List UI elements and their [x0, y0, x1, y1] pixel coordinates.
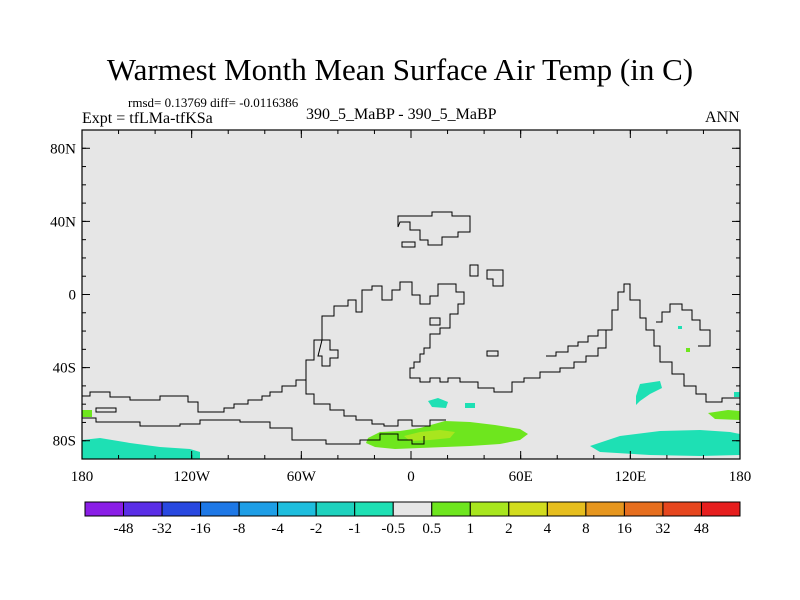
coastline-gondwana — [82, 281, 740, 413]
lat-axis: 80N 40N 0 40S 80S — [50, 129, 740, 460]
colorbar-label: 48 — [694, 521, 709, 537]
lat-tick-label: 0 — [69, 288, 77, 304]
colorbar-label: 4 — [544, 521, 552, 537]
teal-patch-south-pacific — [636, 381, 662, 405]
colorbar: -48 -32 -16 -8 -4 -2 -1 -0.5 0.5 1 2 4 8 16 32 48 — [84, 501, 741, 537]
colorbar-swatch — [662, 501, 702, 517]
coastline-south-pacific — [656, 303, 711, 347]
colorbar-swatch — [84, 501, 125, 517]
teal-patch-south-atlantic — [428, 398, 448, 408]
season-label: ANN — [705, 109, 740, 126]
colorbar-swatch — [161, 501, 202, 517]
coastline-island-d — [486, 350, 499, 357]
colorbar-label: -4 — [271, 521, 284, 537]
colorbar-swatch — [354, 501, 394, 517]
coastline-small-island — [401, 241, 416, 248]
anomaly-shading — [82, 326, 740, 459]
map-background — [82, 130, 740, 459]
yellowgreen-anomaly-patch — [404, 430, 455, 441]
coastline-laurasia — [397, 211, 471, 246]
coastline-island-b — [486, 269, 504, 287]
coastline-pacific-arc — [546, 329, 606, 357]
colorbar-swatch — [508, 501, 548, 517]
coastlines — [82, 211, 740, 445]
green-patch-south-pacific — [708, 410, 740, 420]
colorbar-swatch — [123, 501, 163, 517]
coastline-island-c — [429, 317, 441, 326]
colorbar-label: -16 — [191, 521, 211, 537]
colorbar-swatch — [585, 501, 625, 517]
colorbar-swatch — [700, 501, 741, 517]
coastline-antarctic — [82, 417, 425, 445]
colorbar-swatch — [431, 501, 471, 517]
lat-tick-label: 80S — [53, 434, 76, 450]
map-title: Warmest Month Mean Surface Air Temp (in … — [106, 52, 694, 87]
colorbar-label: -2 — [310, 521, 323, 537]
comparison-label: 390_5_MaBP - 390_5_MaBP — [306, 106, 497, 123]
colorbar-label: -1 — [348, 521, 361, 537]
lat-tick-label: 80N — [50, 141, 76, 157]
teal-dot-3 — [678, 326, 682, 329]
lon-tick-label: 60E — [509, 469, 533, 485]
coastline-africa-west — [317, 339, 339, 367]
colorbar-label: 8 — [582, 521, 590, 537]
colorbar-swatch — [200, 501, 240, 517]
stats-label: rmsd= 0.13769 diff= -0.0116386 — [128, 95, 299, 110]
colorbar-label: -32 — [152, 521, 172, 537]
colorbar-label: 0.5 — [422, 521, 441, 537]
colorbar-swatch — [623, 501, 664, 517]
teal-patch-antarctic-west — [82, 438, 200, 459]
colorbar-swatch — [277, 501, 317, 517]
lon-tick-label: 0 — [407, 469, 415, 485]
colorbar-swatch — [469, 501, 510, 517]
teal-patch-antarctic-east — [590, 430, 740, 456]
lon-tick-label: 180 — [729, 469, 752, 485]
coastline-inlet — [95, 407, 117, 413]
green-patch-west-edge — [82, 410, 92, 417]
lat-tick-label: 40S — [53, 361, 76, 377]
colorbar-swatch — [392, 501, 433, 517]
coastline-island-a — [469, 264, 479, 277]
teal-dot-2 — [734, 392, 740, 397]
experiment-label: Expt = tfLMa-tfKSa — [82, 110, 213, 127]
lon-tick-label: 120W — [173, 469, 211, 485]
lon-tick-label: 180 — [71, 469, 94, 485]
lat-tick-label: 40N — [50, 214, 76, 230]
colorbar-label: 2 — [505, 521, 513, 537]
colorbar-label: -48 — [114, 521, 134, 537]
colorbar-swatch — [546, 501, 587, 517]
colorbar-label: 1 — [467, 521, 475, 537]
colorbar-swatch — [315, 501, 356, 517]
colorbar-label: -0.5 — [381, 521, 405, 537]
teal-dot-1 — [465, 403, 475, 408]
green-dot-1 — [686, 348, 690, 352]
coastline-south-bend — [305, 380, 446, 427]
colorbar-label: -8 — [233, 521, 246, 537]
lon-tick-label: 120E — [614, 469, 646, 485]
colorbar-label: 16 — [617, 521, 633, 537]
lon-axis: 180 120W 60W 0 60E 120E 180 — [71, 130, 752, 485]
colorbar-swatch — [238, 501, 279, 517]
lon-tick-label: 60W — [287, 469, 317, 485]
colorbar-label: 32 — [655, 521, 670, 537]
